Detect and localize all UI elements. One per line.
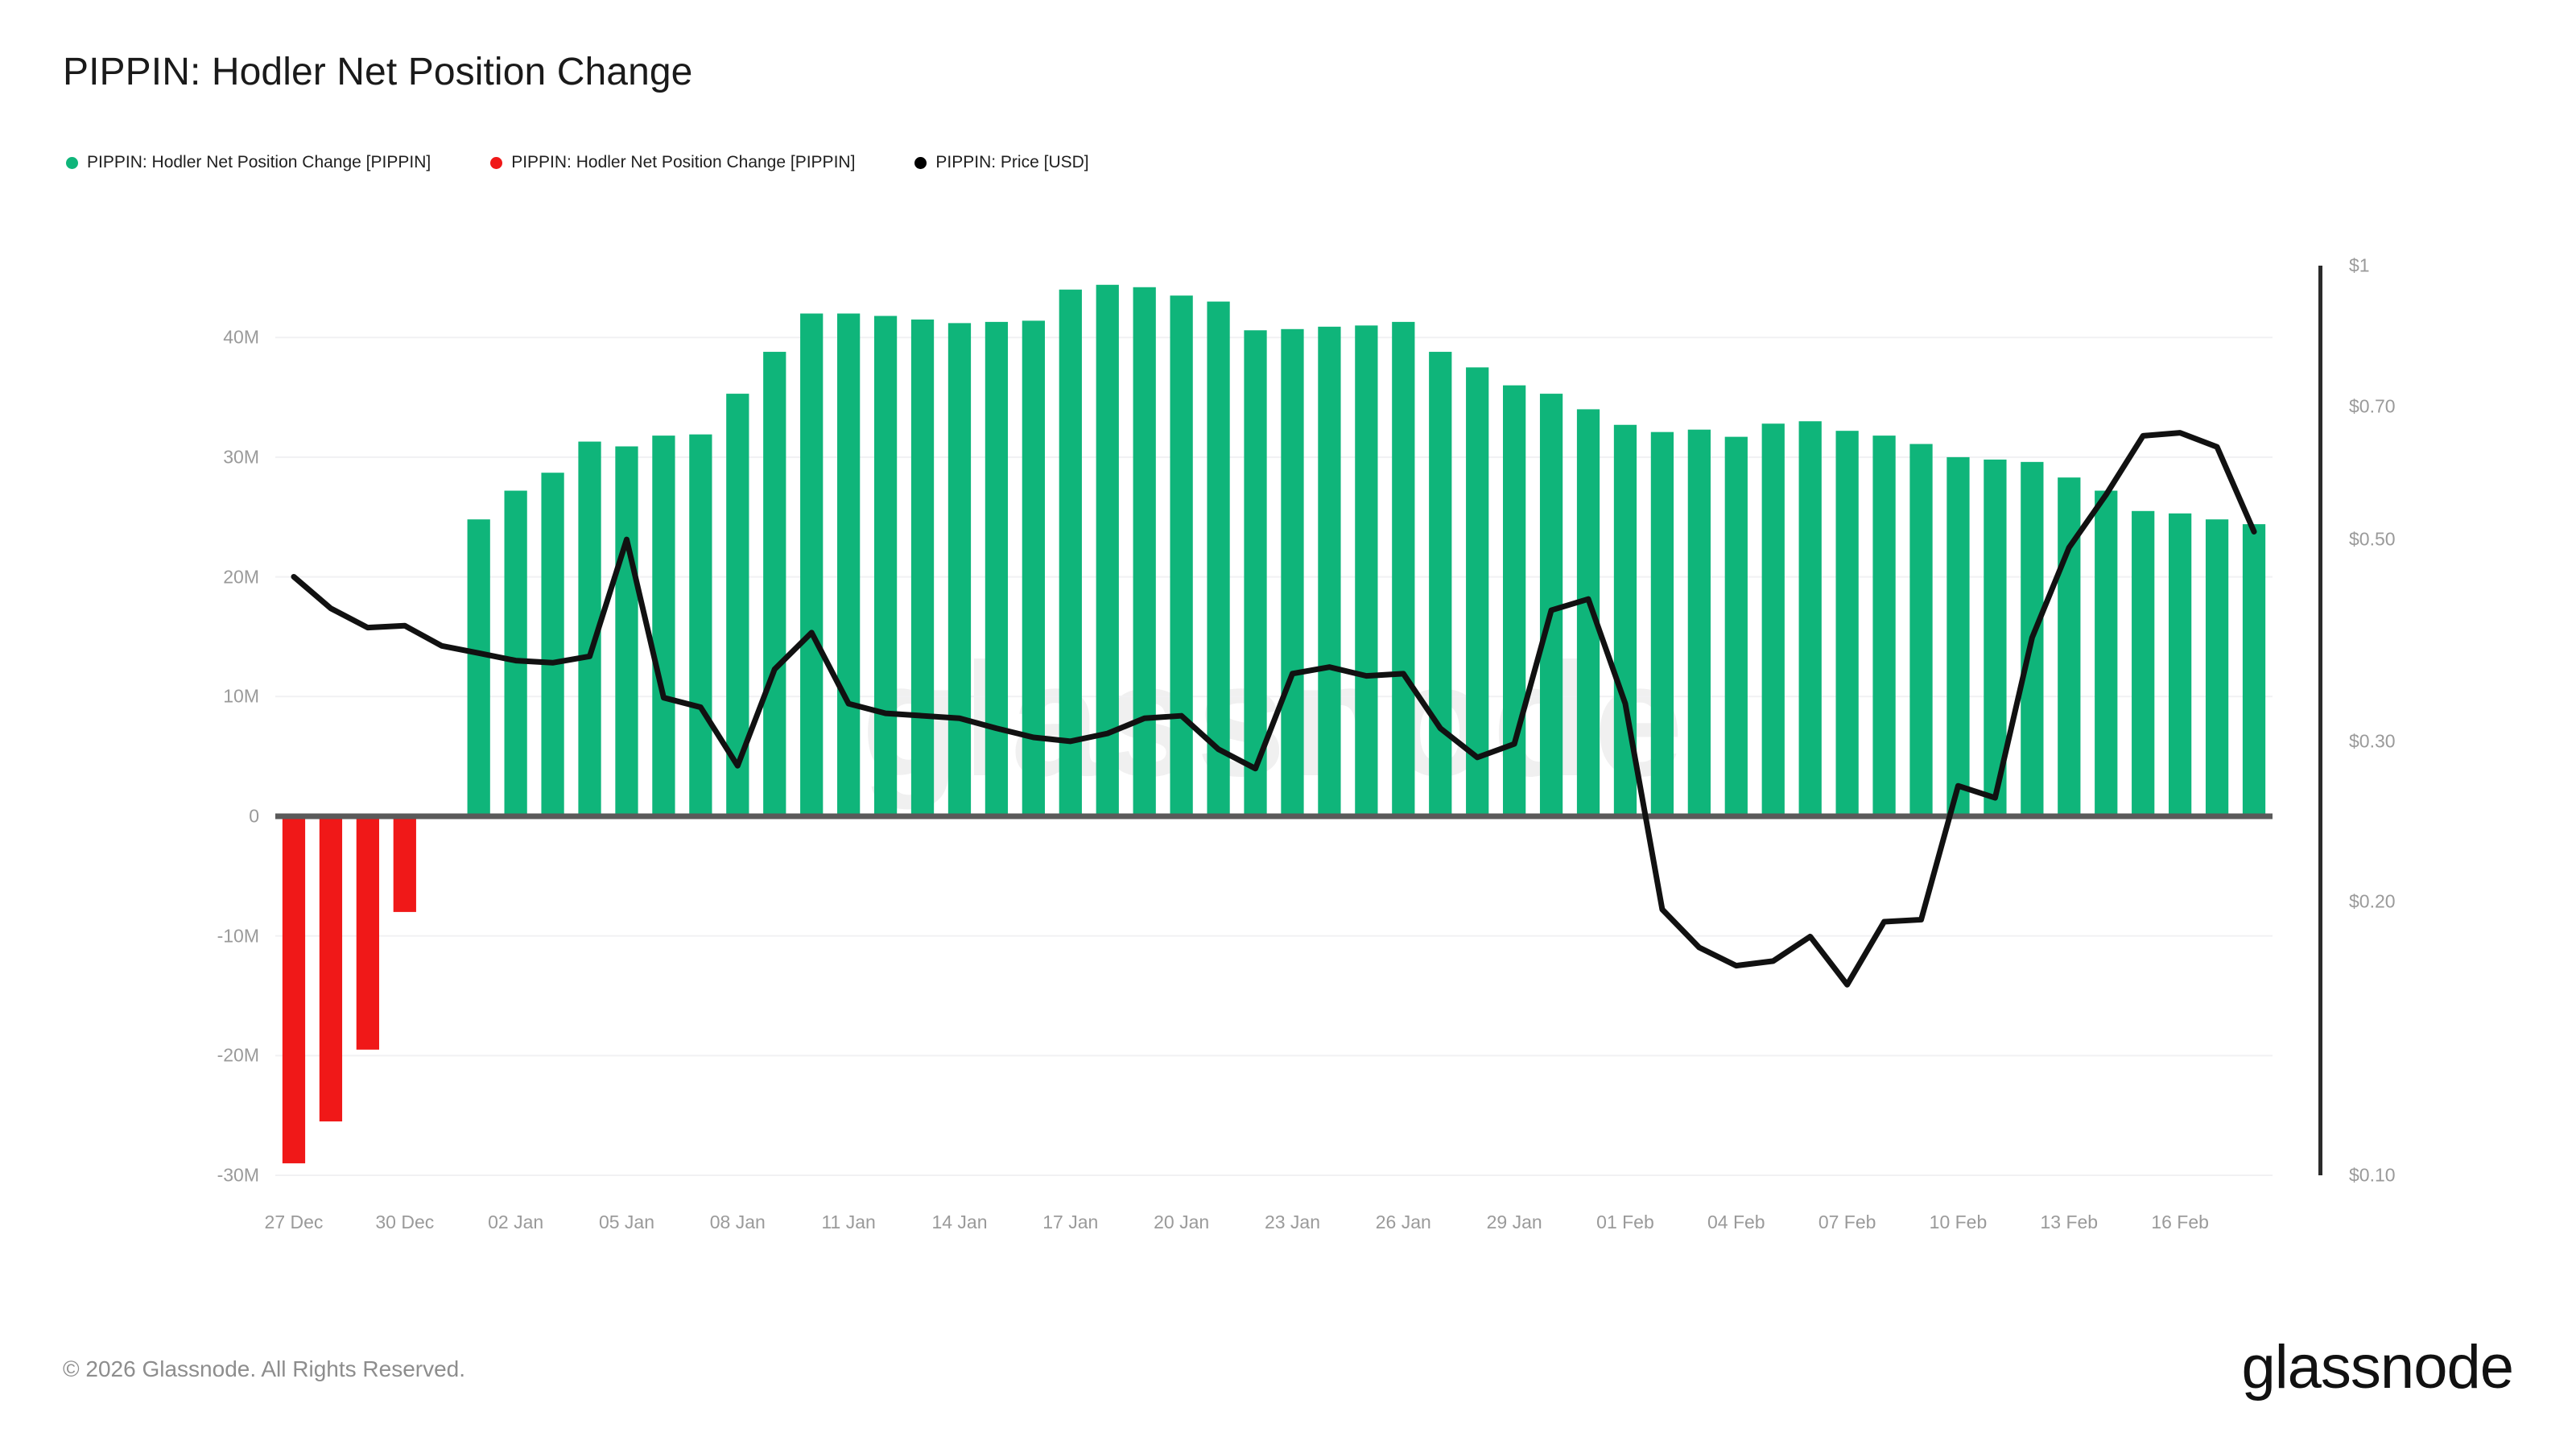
x-axis-tick-label: 17 Jan (1042, 1212, 1099, 1232)
bar-positive[interactable] (689, 434, 712, 816)
bar-positive[interactable] (1059, 289, 1082, 816)
right-axis-tick-label: $0.10 (2349, 1164, 2396, 1186)
x-axis-tick-label: 14 Jan (931, 1212, 988, 1232)
bar-series-layer (282, 284, 2266, 1164)
left-axis-tick-label: 20M (223, 566, 259, 588)
bar-positive[interactable] (615, 446, 638, 816)
bar-positive[interactable] (1687, 429, 1711, 816)
left-axis-tick-label: 30M (223, 446, 259, 468)
right-axis-tick-label: $1 (2349, 254, 2370, 276)
plot-area: glassnode (275, 266, 2273, 1176)
bar-positive[interactable] (910, 319, 935, 816)
x-axis-tick-label: 23 Jan (1264, 1212, 1320, 1232)
bar-positive[interactable] (2095, 490, 2118, 816)
legend-item[interactable]: PIPPIN: Hodler Net Position Change [PIPP… (66, 153, 431, 172)
bar-positive[interactable] (1207, 301, 1230, 816)
x-axis-tick-label: 08 Jan (709, 1212, 766, 1232)
x-axis-tick-label: 13 Feb (2040, 1212, 2099, 1232)
x-axis-tick-label: 04 Feb (1707, 1212, 1765, 1232)
red-dot-icon (490, 156, 503, 169)
bar-positive[interactable] (1392, 321, 1415, 816)
page-title: PIPPIN: Hodler Net Position Change (63, 51, 693, 93)
bar-positive[interactable] (541, 473, 564, 816)
bar-negative[interactable] (319, 815, 343, 1122)
x-axis-tick-label: 20 Jan (1154, 1212, 1210, 1232)
bar-positive[interactable] (1761, 423, 1785, 816)
x-axis-tick-label: 16 Feb (2151, 1212, 2209, 1232)
bar-positive[interactable] (467, 519, 490, 816)
right-axis-tick-label: $0.30 (2349, 730, 2396, 752)
bar-positive[interactable] (1318, 326, 1341, 816)
bar-positive[interactable] (1909, 444, 1933, 816)
bar-positive[interactable] (800, 313, 824, 816)
legend-item-label: PIPPIN: Hodler Net Position Change [PIPP… (511, 153, 856, 171)
bar-positive[interactable] (1650, 431, 1674, 816)
bar-positive[interactable] (2169, 513, 2192, 816)
black-dot-icon (914, 156, 927, 169)
left-axis-tick-label: -30M (217, 1164, 259, 1186)
x-axis-tick-label: 30 Dec (375, 1212, 435, 1232)
right-axis-tick-label: $0.50 (2349, 528, 2396, 550)
zero-baseline-layer (275, 813, 2273, 819)
bar-positive[interactable] (763, 352, 786, 816)
bar-negative[interactable] (393, 815, 416, 912)
bar-positive[interactable] (1281, 328, 1304, 816)
bar-positive[interactable] (947, 323, 972, 816)
price-line-layer (291, 430, 2257, 988)
bar-positive[interactable] (1724, 436, 1748, 816)
green-dot-icon (66, 156, 78, 169)
legend-item-label: PIPPIN: Hodler Net Position Change [PIPP… (87, 153, 431, 171)
x-axis-tick-label: 29 Jan (1486, 1212, 1542, 1232)
right-axis-tick-label: $0.20 (2349, 890, 2396, 912)
bar-positive[interactable] (873, 316, 898, 816)
bar-positive[interactable] (1429, 352, 1452, 816)
glassnode-logo: glassnode (2241, 1333, 2514, 1402)
right-axis-tick-label: $0.70 (2349, 395, 2396, 417)
bar-positive[interactable] (652, 436, 675, 816)
x-axis-tick-label: 11 Jan (821, 1212, 876, 1232)
x-axis-tick-label: 02 Jan (488, 1212, 544, 1232)
bar-positive[interactable] (1946, 456, 1970, 816)
bar-positive[interactable] (1133, 287, 1156, 816)
right-axis-line (2318, 266, 2322, 1175)
bar-positive[interactable] (1872, 436, 1896, 816)
bar-positive[interactable] (1539, 394, 1563, 816)
x-axis-tick-label: 26 Jan (1375, 1212, 1431, 1232)
bar-positive[interactable] (2205, 519, 2229, 816)
bar-positive[interactable] (837, 313, 861, 816)
left-axis-tick-label: 40M (223, 326, 259, 348)
bar-positive[interactable] (1355, 325, 1378, 816)
price-line[interactable] (291, 430, 2257, 988)
left-axis-tick-label: -20M (217, 1044, 259, 1066)
bar-positive[interactable] (2242, 524, 2266, 816)
legend-item-label: PIPPIN: Price [USD] (935, 153, 1089, 171)
bar-positive[interactable] (504, 490, 527, 816)
x-axis-tick-label: 07 Feb (1818, 1212, 1876, 1232)
legend-item[interactable]: PIPPIN: Price [USD] (914, 153, 1089, 172)
bar-negative[interactable] (356, 815, 379, 1050)
x-axis-tick-label: 05 Jan (598, 1212, 654, 1232)
x-axis-tick-label: 01 Feb (1596, 1212, 1654, 1232)
bar-negative[interactable] (282, 815, 306, 1164)
gridlines-layer (275, 336, 2273, 1176)
bar-positive[interactable] (2132, 510, 2155, 816)
bar-positive[interactable] (1170, 295, 1193, 816)
bar-positive[interactable] (985, 321, 1009, 816)
left-axis-tick-label: 0 (249, 805, 259, 827)
copyright-text: © 2026 Glassnode. All Rights Reserved. (63, 1356, 466, 1381)
legend-item[interactable]: PIPPIN: Hodler Net Position Change [PIPP… (490, 153, 855, 172)
bar-positive[interactable] (1835, 431, 1859, 816)
bar-positive[interactable] (1798, 421, 1822, 816)
bar-positive[interactable] (1466, 367, 1489, 816)
left-axis-tick-label: -10M (217, 925, 259, 947)
x-axis-tick-label: 10 Feb (1929, 1212, 1988, 1232)
x-axis-tick-label: 27 Dec (264, 1212, 324, 1232)
left-axis-tick-label: 10M (223, 685, 259, 707)
chart-legend: PIPPIN: Hodler Net Position Change [PIPP… (66, 153, 1149, 172)
bar-positive[interactable] (1244, 330, 1267, 816)
